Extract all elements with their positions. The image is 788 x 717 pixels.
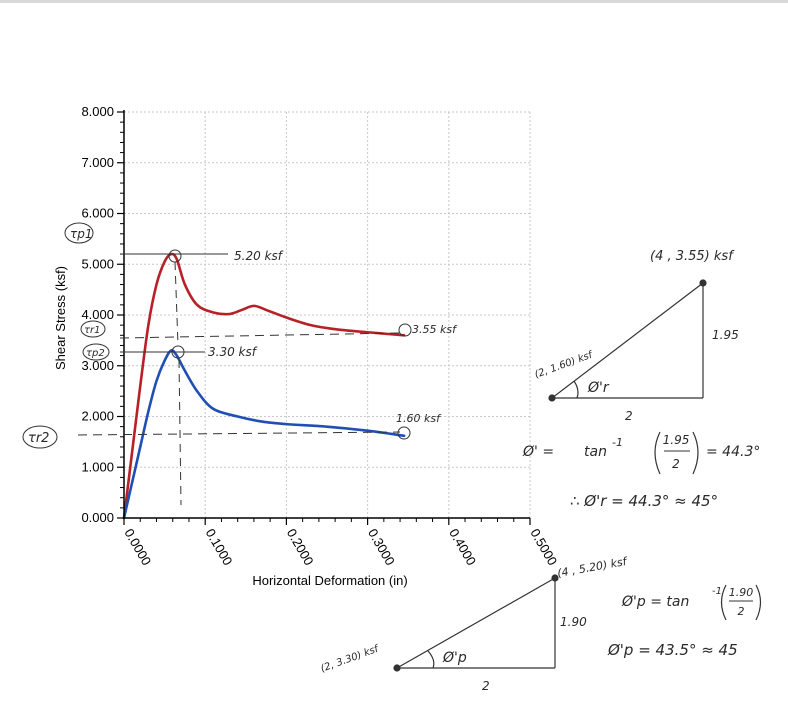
residual-hypotenuse	[551, 282, 704, 399]
residual-formula-tan: tan	[584, 444, 607, 460]
y-axis-label: Shear Stress (ksf)	[53, 266, 68, 370]
peak1-value-label: 5.20 ksf	[234, 249, 284, 263]
chart-curves	[122, 252, 406, 520]
peak-angle-arc	[427, 650, 435, 669]
peak-formula-paren-left	[720, 584, 727, 621]
residual1-guide-line	[119, 332, 401, 339]
residual-angle-label: Ø'r	[587, 380, 610, 396]
x-tick-label-5: 0.5000	[527, 526, 560, 568]
residual2-guide-line	[77, 431, 401, 436]
tau-r2-circle	[22, 425, 58, 449]
residual1-value-label: 3.55 ksf	[412, 323, 458, 336]
residual-triangle	[548, 279, 707, 402]
y-tick-label-2: 2.000	[81, 409, 114, 424]
residual-formula-paren-left	[654, 431, 661, 475]
residual-rise-label: 1.95	[712, 328, 739, 342]
peak2-value-label: 3.30 ksf	[208, 345, 258, 359]
tau-p2-label: τp2	[86, 348, 105, 359]
peak-formula-denominator: 2	[738, 605, 745, 618]
peak-formula-exponent: -1	[712, 586, 722, 597]
residual-point-left	[548, 394, 556, 402]
x-tick-label-4: 0.4000	[446, 526, 479, 568]
hand-guide-lines	[22, 222, 412, 506]
y-tick-label-7: 7.000	[81, 155, 114, 170]
tau-r2-label: τr2	[28, 431, 49, 446]
residual2-value-label: 1.60 ksf	[396, 412, 442, 425]
residual-run-label: 2	[625, 409, 633, 423]
peak1-circle	[168, 249, 182, 263]
residual-left-point-label: (2, 1.60) ksf	[533, 349, 595, 381]
peak2-vertical-guide	[178, 359, 182, 506]
residual-conclusion: ∴ Ø'r = 44.3° ≈ 45°	[570, 492, 718, 510]
peak-top-point-label: (4 , 5.20) ksf	[556, 555, 629, 580]
series-line-0	[122, 252, 406, 520]
y-tick-label-4: 4.000	[81, 307, 114, 322]
y-tick-label-8: 8.000	[81, 104, 114, 119]
residual-formula-numerator: 1.95	[663, 433, 690, 447]
y-tick-label-3: 3.000	[81, 358, 114, 373]
y-tick-label-1: 1.000	[81, 459, 114, 474]
residual-point-top	[699, 279, 707, 287]
peak-angle-label: Ø'p	[442, 650, 467, 666]
x-axis-label: Horizontal Deformation (in)	[252, 573, 407, 588]
residual-angle-arc	[573, 380, 579, 399]
y-tick-label-6: 6.000	[81, 206, 114, 221]
residual-formula-paren-right	[692, 431, 699, 475]
residual-formula-denominator: 2	[672, 457, 680, 471]
x-tick-label-0: 0.0000	[121, 526, 154, 568]
chart-axes	[117, 110, 531, 525]
tau-r1-label: τr1	[84, 325, 101, 336]
residual2-circle	[397, 426, 411, 440]
y-tick-label-0: 0.000	[81, 510, 114, 525]
tau-r1-circle	[80, 320, 106, 338]
residual-formula-exponent: -1	[612, 436, 623, 449]
x-tick-label-2: 0.2000	[284, 526, 317, 568]
chart-grid	[123, 111, 531, 519]
window-top-border	[0, 0, 788, 3]
peak2-circle	[171, 345, 185, 359]
peak-point-left	[393, 664, 401, 672]
tau-p2-circle	[82, 343, 110, 361]
tau-p1-label: τp1	[70, 227, 92, 241]
residual-formula-result: = 44.3°	[706, 444, 760, 460]
peak-point-top	[551, 574, 559, 582]
peak-formula-lhs: Ø'p = tan	[621, 594, 689, 610]
y-tick-label-5: 5.000	[81, 256, 114, 271]
chart-tick-labels: 0.000 1.000 2.000 3.000 4.000 5.000 6.000 7.000…	[81, 104, 560, 568]
residual1-circle	[398, 323, 412, 337]
residual-formula-lhs: Ø' =	[522, 444, 554, 460]
series-line-1	[122, 349, 406, 520]
x-tick-label-1: 0.1000	[203, 526, 236, 568]
peak-hypotenuse	[396, 577, 556, 669]
peak-result: Ø'p = 43.5° ≈ 45	[607, 641, 738, 659]
peak-run-label: 2	[482, 679, 490, 693]
peak1-vertical-guide	[174, 261, 179, 346]
peak-formula-numerator: 1.90	[729, 586, 754, 599]
peak-formula-paren-right	[755, 584, 762, 621]
x-tick-label-3: 0.3000	[365, 526, 398, 568]
tau-p1-circle	[64, 222, 94, 244]
peak-triangle	[393, 574, 559, 672]
peak-left-point-label: (2, 3.30) ksf	[319, 643, 381, 675]
residual-top-point-label: (4 , 3.55) ksf	[650, 249, 735, 264]
peak-rise-label: 1.90	[560, 615, 587, 629]
